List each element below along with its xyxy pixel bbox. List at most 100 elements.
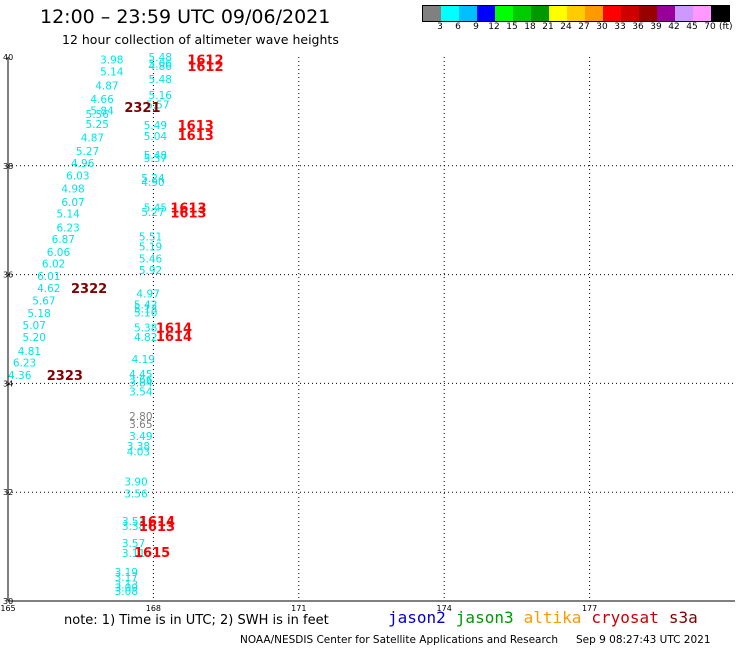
wave-height-value: 4.03 (127, 446, 150, 458)
legend-label: 45 (686, 22, 698, 32)
wave-height-value: 2.80 (129, 411, 152, 423)
legend-label: 42 (668, 22, 680, 32)
wave-height-value: 5.38 (134, 322, 157, 334)
wave-height-value: 3.08 (115, 586, 138, 598)
wave-height-value: 5.57 (146, 99, 169, 111)
page-subtitle: 12 hour collection of altimeter wave hei… (62, 32, 339, 47)
wave-height-value: 4.86 (149, 61, 173, 73)
pass-time-label: 1615 (134, 546, 170, 561)
wave-height-value: 5.49 (144, 120, 167, 132)
wave-height-value: 5.20 (23, 332, 46, 344)
wave-height-value: 4.82 (134, 332, 157, 344)
wave-height-value: 6.07 (61, 197, 84, 209)
legend-label: 33 (614, 22, 626, 32)
pass-time-label: 1613 (178, 129, 214, 144)
legend-label: 6 (455, 22, 461, 32)
wave-height-value: 5.25 (86, 119, 109, 131)
pass-time-label: 1612 (187, 60, 223, 75)
legend-swatch-4 (495, 6, 513, 21)
legend-swatch-0 (423, 6, 441, 21)
legend-swatch-3 (477, 6, 495, 21)
wave-height-value: 3.38 (122, 521, 145, 533)
wave-height-value: 4.62 (37, 283, 60, 295)
wave-height-value: 3.11 (122, 548, 145, 560)
wave-height-value: 4.66 (90, 94, 114, 106)
satellite-jason3: jason3 (455, 608, 514, 627)
wave-height-value: 3.56 (124, 488, 148, 500)
wave-height-value: 5.10 (134, 308, 157, 320)
wave-height-value: 3.51 (122, 516, 145, 528)
pass-time-label: 2321 (124, 101, 160, 116)
wave-height-value: 4.87 (81, 133, 104, 145)
lat-tick-label: 32 (3, 488, 13, 497)
satellite-legend: jason2 jason3 altika cryosat s3a (388, 608, 708, 627)
wave-height-value: 5.37 (144, 153, 167, 165)
satellite-cryosat: cryosat (591, 608, 659, 627)
legend-swatch-7 (549, 6, 567, 21)
wave-height-value: 3.84 (129, 377, 153, 389)
pass-time-label: 1614 (156, 321, 192, 336)
satellite-s3a: s3a (668, 608, 698, 627)
lon-tick-label: 171 (291, 604, 306, 613)
wave-height-value: 3.17 (115, 572, 138, 584)
wave-height-value: 3.54 (129, 387, 153, 399)
lat-tick-label: 38 (3, 162, 13, 171)
wave-height-value: 4.36 (8, 370, 32, 382)
page-title: 12:00 – 23:59 UTC 09/06/2021 (40, 6, 331, 28)
legend-label: 3 (437, 22, 443, 32)
lat-tick-label: 36 (3, 271, 13, 280)
pass-time-label: 1612 (187, 54, 223, 69)
credit-line: NOAA/NESDIS Center for Satellite Applica… (240, 634, 711, 646)
wave-height-value: 4.97 (136, 289, 159, 301)
wave-height-value: 3.13 (115, 580, 138, 592)
wave-height-value: 6.01 (37, 271, 60, 283)
wave-height-value: 3.90 (124, 476, 147, 488)
credit-text: NOAA/NESDIS Center for Satellite Applica… (240, 634, 558, 646)
lon-tick-label: 165 (0, 604, 15, 613)
wave-height-value: 3.38 (127, 441, 150, 453)
wave-height-value: 3.98 (100, 55, 123, 67)
legend-swatch-15 (693, 6, 711, 21)
pass-time-label: 1614 (156, 330, 192, 345)
wave-height-value: 5.48 (144, 150, 167, 162)
lon-tick-label: 168 (146, 604, 161, 613)
wave-height-value: 3.49 (129, 431, 152, 443)
wave-height-value: 6.23 (56, 222, 79, 234)
wave-height-value: 3.09 (115, 582, 138, 594)
wave-height-value: 4.98 (61, 184, 84, 196)
wave-height-value: 3.57 (122, 538, 145, 550)
pass-time-label: 1614 (139, 515, 175, 530)
pass-time-label: 2322 (71, 282, 107, 297)
wave-height-value: 5.04 (144, 131, 168, 143)
legend-swatch-6 (531, 6, 549, 21)
color-scale-legend (422, 5, 730, 22)
wave-height-value: 6.87 (52, 234, 75, 246)
wave-height-value: 5.27 (141, 207, 164, 219)
wave-height-value: 5.67 (32, 296, 55, 308)
legend-label: 12 (488, 22, 500, 32)
legend-swatch-13 (657, 6, 675, 21)
legend-swatch-1 (441, 6, 459, 21)
legend-swatch-14 (675, 6, 693, 21)
wave-height-value: 3.19 (115, 567, 138, 579)
generated-timestamp: Sep 9 08:27:43 UTC 2021 (576, 634, 711, 646)
wave-height-value: 5.07 (23, 320, 46, 332)
wave-height-value: 5.06 (149, 59, 173, 71)
pass-time-label: 2323 (47, 369, 83, 384)
wave-height-value: 5.84 (90, 105, 114, 117)
wave-height-value: 5.27 (76, 146, 99, 158)
legend-label: 21 (542, 22, 554, 32)
wave-height-value: 5.92 (139, 265, 162, 277)
footer-note: note: 1) Time is in UTC; 2) SWH is in fe… (64, 613, 329, 628)
pass-time-label: 1613 (139, 520, 175, 535)
wave-height-value: 4.45 (129, 369, 152, 381)
pass-time-label: 1613 (178, 119, 214, 134)
wave-height-value: 5.48 (149, 52, 172, 64)
wave-height-value: 5.48 (149, 74, 172, 86)
wave-height-value: 5.19 (139, 241, 162, 253)
color-scale-unit: (ft) (719, 22, 733, 32)
wave-height-value: 5.14 (100, 67, 124, 79)
lon-tick-label: 174 (437, 604, 452, 613)
